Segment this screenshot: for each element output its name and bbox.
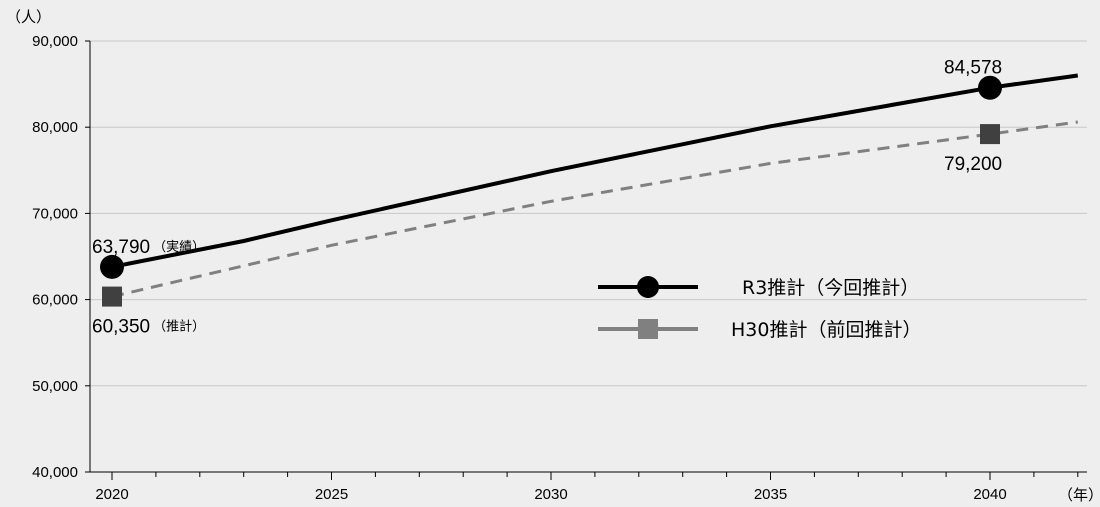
y-tick-label: 50,000 <box>32 378 78 395</box>
data-label-value: 84,578 <box>944 58 1002 79</box>
series-marker-circle <box>978 75 1002 100</box>
x-axis-unit: （年） <box>1058 486 1100 504</box>
x-tick-label: 2025 <box>315 486 348 503</box>
series-layer <box>100 73 1079 307</box>
x-tick-label: 2035 <box>754 486 787 503</box>
legend-label-2: H30推計（前回推計） <box>731 319 921 341</box>
series-line-2 <box>111 120 1079 299</box>
data-label: 63,790 （実績） <box>92 237 205 258</box>
x-tick-label: 2030 <box>534 486 567 503</box>
series-marker-square <box>980 124 1000 145</box>
y-axis-unit: （人） <box>6 8 51 26</box>
legend: R3推計（今回推計） H30推計（前回推計） <box>598 276 921 341</box>
y-tick-label: 70,000 <box>32 205 78 222</box>
y-tick-label: 60,000 <box>32 292 78 309</box>
legend-marker-circle <box>637 276 659 298</box>
axis-layer: 40,000 50,000 60,000 70,000 80,000 90,000 2020… <box>6 8 1100 504</box>
y-tick-label: 80,000 <box>32 119 78 136</box>
series-marker-square <box>102 286 122 307</box>
data-label-value: 60,350 <box>92 317 150 338</box>
series-line-1 <box>111 73 1079 269</box>
grid-layer <box>90 40 1087 387</box>
data-label: 60,350 （推計） <box>92 317 205 338</box>
x-tick-label: 2020 <box>95 486 128 503</box>
y-tick-label: 90,000 <box>32 33 78 50</box>
data-label: 84,578 <box>944 58 1002 79</box>
data-label-value: 63,790 <box>92 237 150 258</box>
x-tick-label: 2040 <box>973 486 1006 503</box>
data-label-note: （推計） <box>153 319 205 335</box>
series-marker-circle <box>100 254 124 279</box>
data-label-note: （実績） <box>153 239 205 255</box>
legend-marker-square <box>638 319 658 339</box>
y-tick-label: 40,000 <box>32 464 78 481</box>
label-layer: 63,790 （実績） 60,350 （推計） 84,578 79,200 <box>92 58 1002 338</box>
data-label: 79,200 <box>944 154 1002 175</box>
legend-label-1: R3推計（今回推計） <box>742 277 919 299</box>
data-label-value: 79,200 <box>944 154 1002 175</box>
